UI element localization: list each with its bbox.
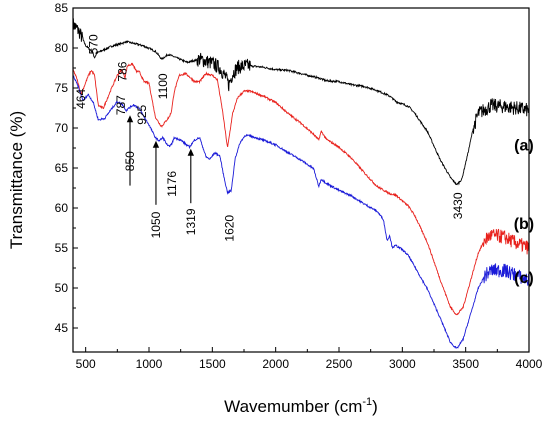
x-tick-label: 4000	[516, 357, 543, 371]
x-axis-title-sup: -1	[362, 396, 372, 408]
y-tick-label: 65	[55, 161, 69, 175]
peak-label-1319: 1319	[184, 208, 198, 235]
x-tick-label: 1000	[136, 357, 163, 371]
y-tick-label: 85	[55, 1, 69, 15]
peak-label-787: 787	[114, 95, 128, 115]
x-tick-label: 2000	[262, 357, 289, 371]
y-tick-label: 55	[55, 241, 69, 255]
y-axis-title: Transmittance (%)	[7, 111, 26, 249]
series-line-3	[73, 74, 529, 349]
peak-label-1620: 1620	[222, 215, 236, 242]
peak-label-3430: 3430	[451, 192, 465, 219]
series-line-2	[73, 62, 529, 316]
peak-label-464: 464	[74, 88, 88, 108]
plot-frame	[72, 7, 530, 353]
peak-arrow-head	[126, 115, 134, 123]
series-label-3: (c)	[514, 270, 534, 287]
y-tick-label: 45	[55, 321, 69, 335]
x-tick-label: 500	[76, 357, 96, 371]
peak-label-1100: 1100	[156, 73, 170, 99]
x-tick-label: 3000	[389, 357, 416, 371]
y-tick-label: 75	[55, 81, 69, 95]
x-tick-label: 3500	[452, 357, 479, 371]
y-tick-label: 70	[55, 121, 69, 135]
x-tick-label: 2500	[326, 357, 353, 371]
series-layer	[73, 18, 529, 349]
y-tick-label: 80	[55, 41, 69, 55]
y-tick-label: 60	[55, 201, 69, 215]
x-axis-title-main: Wavemumber (cm	[224, 397, 362, 416]
x-axis-title-close: )	[372, 397, 378, 416]
peak-label-570: 570	[86, 34, 100, 54]
series-label-1: (a)	[514, 137, 534, 154]
x-tick-label: 1500	[199, 357, 226, 371]
x-axis-title: Wavemumber (cm-1)	[224, 396, 378, 416]
peak-label-786: 786	[115, 61, 129, 81]
peak-label-1050: 1050	[149, 211, 163, 238]
ticks-layer: 500 1000 1500 2000 2500 3000 3500 4000 45 50 55 60 6…	[55, 1, 543, 371]
peak-label-1176: 1176	[165, 171, 179, 197]
series-line-1	[73, 18, 529, 186]
peak-arrow-head	[187, 148, 194, 156]
series-label-2: (b)	[514, 216, 534, 233]
peak-arrow-head	[152, 140, 160, 148]
y-tick-label: 50	[55, 281, 69, 295]
peak-label-925: 925	[135, 104, 149, 124]
